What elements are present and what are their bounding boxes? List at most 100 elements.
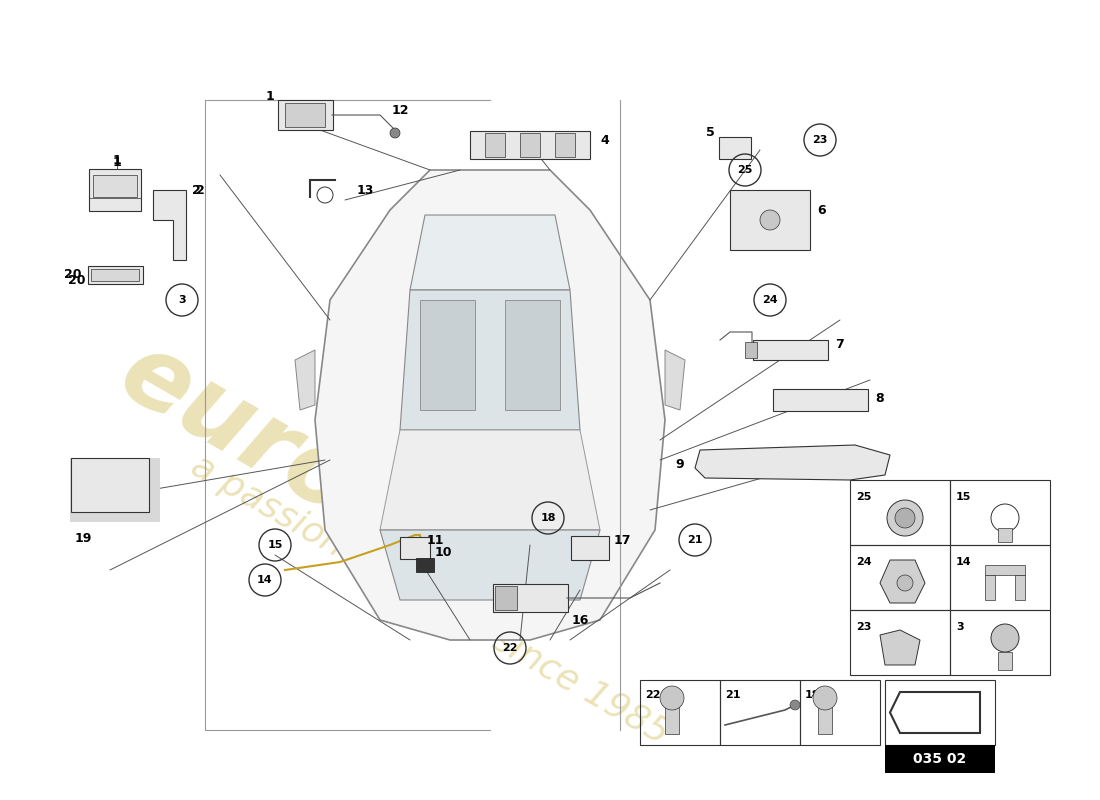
Text: 15: 15: [267, 540, 283, 550]
Bar: [416, 558, 434, 572]
Bar: [886, 745, 996, 773]
Text: 1: 1: [112, 155, 121, 169]
Circle shape: [896, 575, 913, 591]
Bar: [984, 565, 1025, 575]
Bar: [285, 103, 324, 127]
Text: 22: 22: [645, 690, 660, 700]
Bar: [850, 545, 950, 610]
Circle shape: [390, 128, 400, 138]
Text: 16: 16: [571, 614, 588, 626]
Text: 3: 3: [178, 295, 186, 305]
Bar: [470, 131, 590, 159]
Circle shape: [760, 210, 780, 230]
Bar: [984, 575, 996, 600]
Polygon shape: [379, 530, 600, 600]
Polygon shape: [153, 190, 186, 260]
Bar: [752, 340, 827, 360]
Text: 22: 22: [503, 643, 518, 653]
Bar: [485, 133, 505, 157]
Text: a passion for parts since 1985: a passion for parts since 1985: [185, 449, 675, 751]
Bar: [88, 266, 143, 284]
Text: 4: 4: [601, 134, 609, 146]
Polygon shape: [880, 630, 920, 665]
Bar: [850, 610, 950, 675]
Circle shape: [660, 686, 684, 710]
Bar: [493, 584, 568, 612]
Bar: [556, 133, 575, 157]
Text: 14: 14: [956, 557, 971, 567]
Bar: [505, 300, 560, 410]
Bar: [998, 652, 1012, 670]
Circle shape: [991, 624, 1019, 652]
Bar: [520, 133, 540, 157]
Circle shape: [813, 686, 837, 710]
Polygon shape: [315, 170, 666, 640]
Text: 6: 6: [817, 203, 826, 217]
Text: 24: 24: [856, 557, 871, 567]
Polygon shape: [666, 350, 685, 410]
Bar: [89, 169, 141, 211]
Bar: [94, 175, 138, 197]
Bar: [950, 610, 1050, 675]
Bar: [745, 342, 757, 358]
Text: 7: 7: [836, 338, 845, 351]
Bar: [850, 480, 950, 545]
Bar: [720, 680, 800, 745]
Text: 10: 10: [434, 546, 452, 559]
Circle shape: [895, 508, 915, 528]
Text: 5: 5: [705, 126, 714, 139]
Polygon shape: [695, 445, 890, 480]
Text: eurocars: eurocars: [102, 325, 578, 655]
Text: 1: 1: [112, 154, 121, 166]
Text: 23: 23: [856, 622, 871, 632]
Text: 1: 1: [265, 90, 274, 103]
Text: 2: 2: [196, 183, 205, 197]
Bar: [91, 269, 139, 281]
Text: 20: 20: [64, 269, 81, 282]
Bar: [666, 698, 679, 734]
Bar: [719, 137, 751, 159]
Text: 3: 3: [956, 622, 964, 632]
Bar: [730, 190, 810, 250]
Bar: [495, 586, 517, 610]
Bar: [571, 536, 609, 560]
Text: 9: 9: [675, 458, 684, 471]
Text: 17: 17: [614, 534, 630, 546]
Polygon shape: [890, 692, 980, 733]
Bar: [1015, 575, 1025, 600]
Bar: [420, 300, 475, 410]
Text: 12: 12: [392, 103, 409, 117]
Text: 21: 21: [688, 535, 703, 545]
Text: 13: 13: [356, 183, 374, 197]
Polygon shape: [295, 350, 315, 410]
Text: 19: 19: [75, 531, 91, 545]
Bar: [998, 528, 1012, 542]
Polygon shape: [410, 215, 570, 290]
Bar: [277, 100, 332, 130]
Text: 20: 20: [68, 274, 86, 286]
Circle shape: [790, 700, 800, 710]
Text: 23: 23: [812, 135, 827, 145]
Text: 25: 25: [737, 165, 752, 175]
Text: 14: 14: [257, 575, 273, 585]
Text: 15: 15: [956, 492, 971, 502]
Bar: [950, 545, 1050, 610]
Bar: [70, 458, 160, 522]
Bar: [886, 680, 996, 745]
Circle shape: [887, 500, 923, 536]
Bar: [818, 698, 832, 734]
Bar: [400, 537, 430, 559]
Bar: [950, 480, 1050, 545]
Text: 18: 18: [540, 513, 556, 523]
Text: 21: 21: [725, 690, 740, 700]
Bar: [640, 680, 720, 745]
Polygon shape: [379, 430, 600, 530]
Text: 2: 2: [191, 183, 200, 197]
Text: 25: 25: [856, 492, 871, 502]
Polygon shape: [880, 560, 925, 603]
Text: 11: 11: [427, 534, 443, 546]
Bar: [800, 680, 880, 745]
Text: 24: 24: [762, 295, 778, 305]
Bar: [772, 389, 868, 411]
Polygon shape: [400, 290, 580, 430]
